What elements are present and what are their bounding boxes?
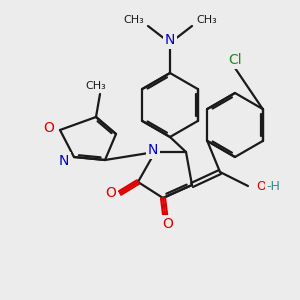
Text: Cl: Cl <box>228 53 242 67</box>
Text: -H: -H <box>266 179 280 193</box>
Text: N: N <box>148 143 158 157</box>
Text: O: O <box>163 217 173 231</box>
Text: CH₃: CH₃ <box>196 15 217 25</box>
Text: O: O <box>256 179 266 193</box>
Text: O: O <box>105 186 116 200</box>
Text: O: O <box>43 121 54 135</box>
Text: CH₃: CH₃ <box>85 81 106 91</box>
Text: N: N <box>165 33 175 47</box>
Text: CH₃: CH₃ <box>123 15 144 25</box>
Text: N: N <box>58 154 69 168</box>
